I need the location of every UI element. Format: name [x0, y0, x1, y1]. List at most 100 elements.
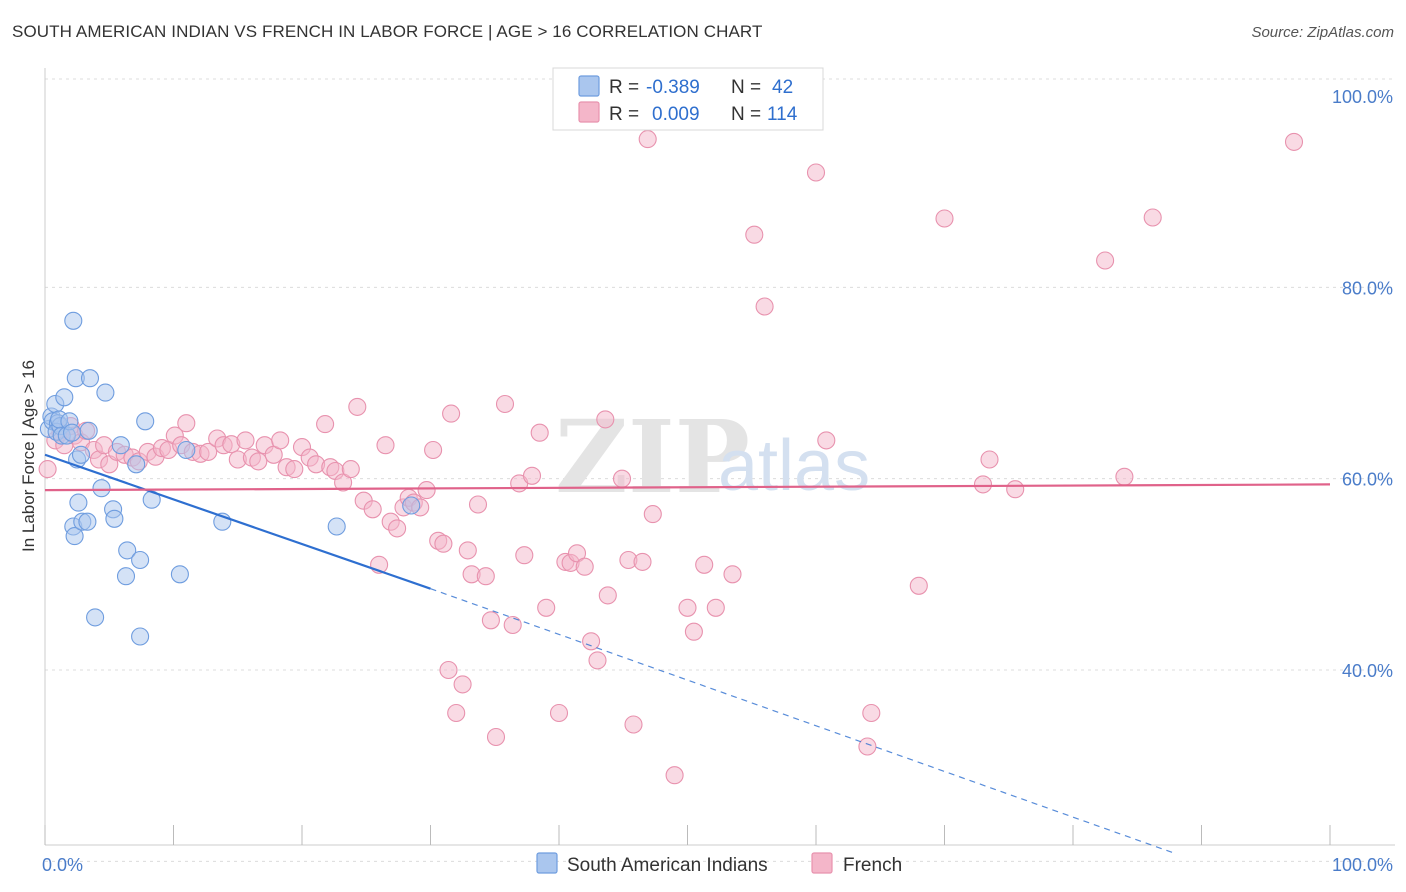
french-point	[624, 715, 643, 734]
french-point	[745, 225, 764, 244]
pink-trend-line	[44, 483, 1331, 492]
south-american-indian-point	[92, 479, 111, 498]
french-point	[549, 703, 569, 723]
french-point	[706, 598, 725, 617]
south-american-indian-point	[105, 509, 124, 528]
chart-source: Source: ZipAtlas.com	[1251, 24, 1394, 41]
french-point	[755, 297, 774, 316]
south-american-indian-point	[78, 512, 97, 531]
french-point	[453, 675, 472, 694]
french-point	[348, 397, 367, 416]
y-axis-title: In Labor Force | Age > 16	[19, 360, 38, 552]
south-american-indian-point	[136, 412, 155, 431]
french-point	[341, 460, 360, 479]
legend-swatch-pink	[578, 101, 600, 123]
french-point	[271, 431, 290, 450]
tick-labels: 100.0% 80.0% 60.0% 40.0% 0.0% 100.0%	[42, 87, 1393, 875]
french-point	[678, 598, 697, 617]
french-point	[665, 766, 684, 785]
french-point	[285, 460, 304, 479]
french-point	[537, 598, 556, 617]
blue-trend-line	[44, 453, 431, 590]
french-point	[495, 394, 515, 414]
french-point	[588, 651, 607, 670]
french-point	[862, 703, 881, 723]
bottom-legend-label-pink: French	[843, 855, 902, 876]
french-point	[476, 567, 495, 586]
french-point	[334, 473, 353, 492]
legend-n-label-1: N =	[731, 104, 761, 125]
blue-trend-line-extension	[430, 588, 1177, 855]
french-point	[481, 611, 500, 630]
french-point	[1096, 251, 1115, 270]
french-point	[598, 586, 617, 605]
south-american-indian-point	[71, 445, 91, 464]
y-tick-label: 60.0%	[1342, 470, 1393, 490]
south-american-indian-point	[86, 608, 105, 627]
french-point	[723, 565, 742, 584]
chart-title: SOUTH AMERICAN INDIAN VS FRENCH IN LABOR…	[12, 22, 763, 41]
french-point	[582, 632, 601, 651]
french-point	[236, 431, 255, 450]
french-point	[1006, 480, 1025, 499]
bottom-legend-swatch-pink	[811, 852, 833, 874]
french-point	[468, 495, 488, 514]
legend-n-value-1: 114	[767, 104, 798, 125]
south-american-indian-point	[55, 388, 74, 407]
watermark: ZIP atlas	[555, 398, 870, 516]
french-point	[522, 466, 542, 485]
french-point	[530, 423, 549, 442]
legend-swatch-blue	[578, 75, 600, 97]
bottom-legend-label-blue: South American Indians	[567, 855, 768, 876]
south-american-indian-point	[79, 421, 98, 440]
bottom-legend-swatch-blue	[536, 852, 558, 874]
axes-layer	[44, 68, 1395, 846]
french-point	[515, 546, 534, 565]
french-point	[973, 475, 993, 494]
watermark-atlas: atlas	[718, 426, 870, 506]
french-point	[567, 544, 587, 563]
french-point	[424, 440, 443, 460]
french-point	[376, 436, 395, 455]
french-point	[388, 519, 407, 538]
french-point	[447, 703, 466, 723]
french-point	[596, 410, 615, 429]
south-american-indian-point	[80, 369, 100, 388]
french-point	[909, 576, 928, 595]
legend-n-value-0: 42	[772, 77, 793, 98]
watermark-zip: ZIP	[555, 398, 750, 516]
french-point	[1143, 208, 1162, 227]
french-point	[177, 414, 196, 433]
french-point	[363, 500, 382, 519]
south-american-indian-point	[64, 311, 83, 330]
legend-n-label-0: N =	[731, 77, 761, 98]
points-layer	[38, 130, 1304, 785]
french-point	[684, 622, 703, 641]
south-american-indian-point	[111, 436, 130, 455]
legend-r-value-0: -0.389	[646, 77, 700, 98]
south-american-indian-point	[116, 567, 136, 586]
french-point	[643, 505, 662, 524]
south-american-indian-point	[127, 455, 146, 474]
x-tick-label: 0.0%	[42, 855, 83, 875]
french-point	[38, 460, 57, 479]
south-american-indian-point	[65, 527, 84, 546]
french-point	[858, 737, 877, 756]
french-point	[1284, 132, 1304, 151]
french-point	[417, 481, 436, 500]
south-american-indian-point	[96, 383, 115, 402]
french-point	[612, 469, 632, 488]
french-point	[503, 615, 522, 635]
french-point	[935, 209, 954, 228]
south-american-indian-point	[177, 440, 196, 460]
y-tick-label: 100.0%	[1332, 87, 1393, 107]
french-point	[633, 552, 652, 571]
legend-r-label-0: R =	[609, 77, 639, 98]
french-point	[439, 660, 458, 680]
legend-box: R = -0.389 N = 42 R = 0.009 N = 114	[552, 67, 824, 131]
french-point	[442, 404, 461, 423]
bottom-legend: South American Indians French	[536, 852, 902, 876]
french-point	[199, 442, 218, 461]
french-point	[980, 450, 999, 469]
south-american-indian-point	[327, 517, 346, 536]
